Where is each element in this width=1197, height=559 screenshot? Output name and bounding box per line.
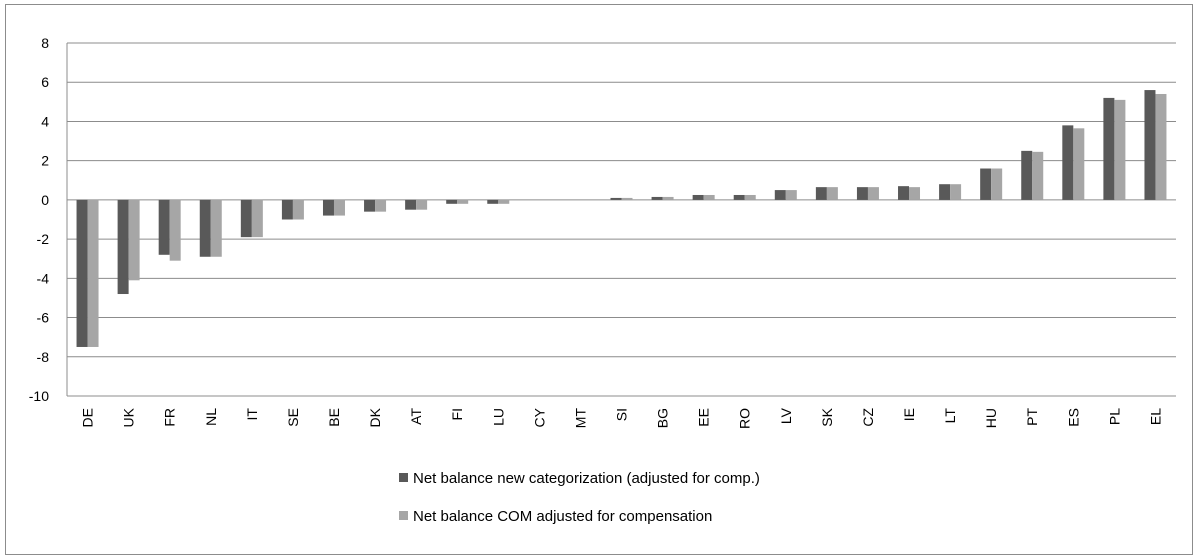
x-tick-label: CZ — [860, 408, 876, 427]
bar — [292, 199, 304, 220]
bar — [980, 168, 992, 200]
bar — [733, 194, 745, 200]
bar — [1114, 99, 1126, 200]
bar — [856, 187, 868, 200]
bar — [1062, 125, 1074, 200]
bar — [333, 199, 345, 216]
x-tick-label: SI — [614, 408, 630, 421]
bar — [322, 199, 334, 216]
x-tick-label: EE — [696, 408, 712, 427]
y-tick-label: -8 — [37, 349, 50, 365]
y-tick-label: -6 — [37, 310, 50, 326]
y-tick-label: -10 — [29, 388, 49, 404]
bar — [1032, 151, 1044, 200]
bar — [498, 199, 510, 204]
x-tick-label: IT — [244, 408, 260, 421]
bar — [169, 199, 181, 261]
y-tick-label: -4 — [37, 270, 50, 286]
x-tick-label: IE — [901, 408, 917, 421]
bar — [1103, 97, 1115, 200]
x-tick-label: MT — [572, 408, 588, 429]
legend-label: Net balance COM adjusted for compensatio… — [413, 508, 712, 525]
bar — [251, 199, 263, 238]
y-tick-label: 8 — [41, 35, 49, 51]
bar — [87, 199, 99, 347]
x-tick-label: BG — [655, 408, 671, 428]
x-tick-label: CY — [531, 407, 547, 427]
x-tick-label: LV — [778, 407, 794, 424]
y-tick-label: 6 — [41, 74, 49, 90]
x-tick-label: UK — [121, 407, 137, 427]
x-tick-label: DE — [80, 408, 96, 427]
bar — [774, 190, 786, 200]
bar — [1155, 93, 1167, 200]
bar — [950, 184, 962, 200]
bar — [405, 199, 417, 210]
bar — [662, 196, 674, 200]
y-tick-label: 0 — [41, 192, 49, 208]
legend-label: Net balance new categorization (adjusted… — [413, 470, 760, 487]
bar — [1073, 128, 1085, 200]
bar — [446, 199, 458, 204]
x-tick-label: SE — [285, 408, 301, 427]
x-tick-label: ES — [1065, 408, 1081, 427]
bar — [785, 190, 797, 200]
bar — [128, 199, 140, 281]
bar — [939, 184, 951, 200]
x-tick-label: EL — [1147, 408, 1163, 425]
x-tick-label: PT — [1024, 408, 1040, 426]
x-tick-label: AT — [408, 408, 424, 425]
bar — [210, 199, 222, 257]
bar — [375, 199, 387, 212]
x-tick-label: BE — [326, 408, 342, 427]
x-tick-label: LU — [490, 408, 506, 426]
bar — [457, 199, 469, 204]
x-tick-label: PL — [1106, 408, 1122, 425]
chart-frame — [5, 4, 1193, 555]
y-tick-label: 2 — [41, 153, 49, 169]
bar — [703, 194, 715, 200]
bar — [867, 187, 879, 200]
bar — [76, 199, 88, 347]
x-tick-label: RO — [737, 408, 753, 429]
bar — [281, 199, 293, 220]
bar — [826, 187, 838, 200]
bar — [610, 197, 622, 200]
x-tick-label: DK — [367, 407, 383, 427]
bar — [815, 187, 827, 200]
x-tick-label: FI — [449, 408, 465, 420]
bar — [991, 168, 1003, 200]
bar — [240, 199, 252, 238]
bar — [199, 199, 211, 257]
bar — [621, 197, 633, 200]
bar — [744, 194, 756, 200]
x-tick-label: FR — [162, 408, 178, 427]
x-tick-label: NL — [203, 408, 219, 426]
x-tick-label: HU — [983, 408, 999, 428]
bar — [117, 199, 129, 295]
bar — [1021, 150, 1033, 200]
bar — [158, 199, 170, 255]
bar — [487, 199, 499, 204]
bar — [364, 199, 376, 212]
bar — [898, 186, 910, 200]
bar — [692, 194, 704, 200]
y-tick-label: 4 — [41, 113, 49, 129]
bar — [416, 199, 428, 210]
y-tick-label: -2 — [37, 231, 50, 247]
legend-swatch — [399, 473, 408, 482]
bar — [1144, 90, 1156, 200]
bar — [651, 196, 663, 200]
x-tick-label: LT — [942, 408, 958, 424]
x-tick-label: SK — [819, 407, 835, 426]
legend-swatch — [399, 511, 408, 520]
bar — [909, 187, 921, 200]
